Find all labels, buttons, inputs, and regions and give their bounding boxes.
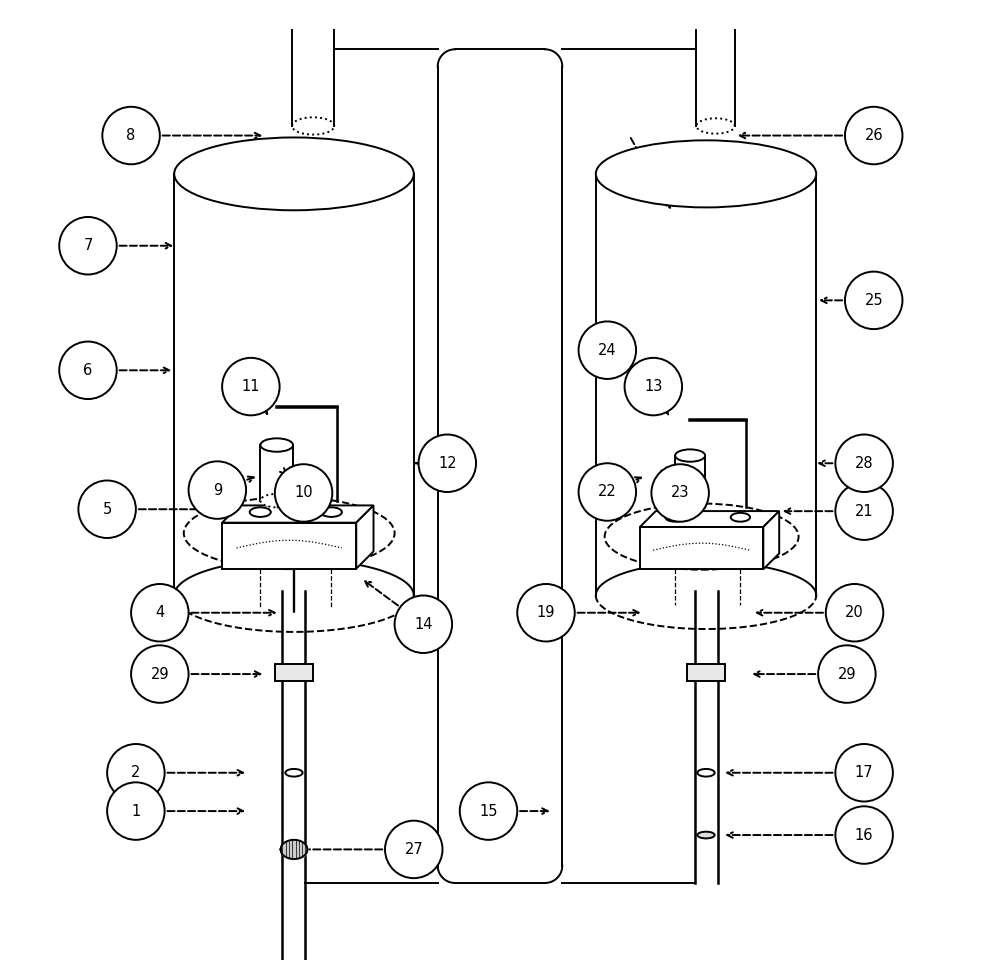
Circle shape xyxy=(845,107,902,164)
Circle shape xyxy=(107,782,165,840)
Circle shape xyxy=(78,480,136,538)
Ellipse shape xyxy=(174,137,414,210)
Circle shape xyxy=(131,646,189,702)
Circle shape xyxy=(835,434,893,492)
Text: 10: 10 xyxy=(294,485,313,501)
Polygon shape xyxy=(222,505,374,523)
Circle shape xyxy=(835,744,893,801)
Circle shape xyxy=(222,357,280,415)
Ellipse shape xyxy=(675,450,705,461)
Text: 26: 26 xyxy=(864,128,883,143)
Text: 24: 24 xyxy=(598,343,617,357)
Polygon shape xyxy=(640,511,779,527)
FancyBboxPatch shape xyxy=(275,663,313,680)
Text: 8: 8 xyxy=(126,128,136,143)
Circle shape xyxy=(189,461,246,519)
Polygon shape xyxy=(596,174,816,596)
Polygon shape xyxy=(763,511,779,569)
Ellipse shape xyxy=(285,769,303,776)
Ellipse shape xyxy=(731,513,750,522)
Text: 5: 5 xyxy=(103,502,112,517)
Circle shape xyxy=(625,357,682,415)
Text: 13: 13 xyxy=(644,379,663,394)
Text: 9: 9 xyxy=(213,482,222,498)
Circle shape xyxy=(818,646,876,702)
Ellipse shape xyxy=(321,507,342,517)
Text: 1: 1 xyxy=(131,803,141,819)
Circle shape xyxy=(275,464,332,522)
Ellipse shape xyxy=(675,501,705,513)
Text: 21: 21 xyxy=(855,504,873,519)
Polygon shape xyxy=(356,505,374,569)
Text: 14: 14 xyxy=(414,617,433,631)
Circle shape xyxy=(107,744,165,801)
Circle shape xyxy=(651,464,709,522)
Ellipse shape xyxy=(697,831,715,838)
Circle shape xyxy=(579,321,636,379)
Text: 6: 6 xyxy=(83,363,93,378)
Circle shape xyxy=(102,107,160,164)
Text: 20: 20 xyxy=(845,605,864,620)
Text: 19: 19 xyxy=(537,605,555,620)
Text: 27: 27 xyxy=(404,842,423,857)
Ellipse shape xyxy=(260,494,293,507)
Circle shape xyxy=(59,217,117,275)
Text: 15: 15 xyxy=(479,803,498,819)
Circle shape xyxy=(385,821,443,878)
Polygon shape xyxy=(696,30,735,126)
Circle shape xyxy=(835,482,893,540)
Text: 28: 28 xyxy=(855,456,873,471)
Text: 12: 12 xyxy=(438,456,457,471)
Circle shape xyxy=(131,584,189,642)
Text: 25: 25 xyxy=(864,293,883,308)
Polygon shape xyxy=(222,523,356,569)
Text: 29: 29 xyxy=(151,667,169,681)
Text: 7: 7 xyxy=(83,238,93,254)
Circle shape xyxy=(395,596,452,653)
Ellipse shape xyxy=(596,140,816,208)
Ellipse shape xyxy=(260,438,293,452)
Polygon shape xyxy=(174,174,414,596)
Text: 2: 2 xyxy=(131,765,141,780)
Polygon shape xyxy=(640,527,763,569)
Circle shape xyxy=(419,434,476,492)
Text: 23: 23 xyxy=(671,485,689,501)
Circle shape xyxy=(59,341,117,399)
Ellipse shape xyxy=(697,769,715,776)
Polygon shape xyxy=(292,30,334,126)
Text: 16: 16 xyxy=(855,827,873,843)
Ellipse shape xyxy=(250,507,271,517)
Ellipse shape xyxy=(665,513,685,522)
Circle shape xyxy=(460,782,517,840)
Text: 4: 4 xyxy=(155,605,164,620)
Text: 17: 17 xyxy=(855,765,873,780)
Circle shape xyxy=(517,584,575,642)
Circle shape xyxy=(579,463,636,521)
Circle shape xyxy=(826,584,883,642)
Circle shape xyxy=(845,272,902,329)
Text: 22: 22 xyxy=(598,484,617,500)
Text: 29: 29 xyxy=(838,667,856,681)
Circle shape xyxy=(835,806,893,864)
Text: 11: 11 xyxy=(242,379,260,394)
FancyBboxPatch shape xyxy=(687,663,725,680)
